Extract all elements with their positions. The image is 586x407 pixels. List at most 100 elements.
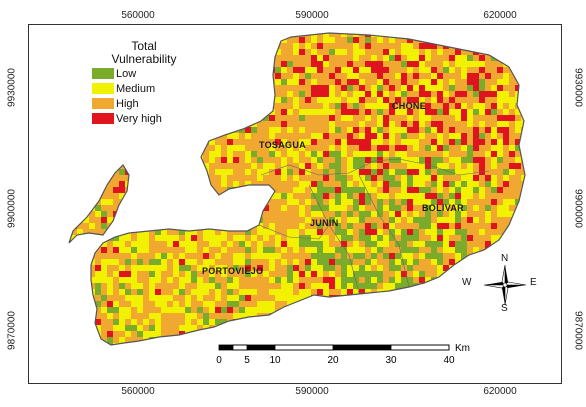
raster-cell — [509, 49, 515, 55]
raster-cell — [449, 247, 455, 253]
raster-cell — [101, 343, 107, 345]
raster-cell — [107, 205, 113, 211]
raster-cell — [185, 169, 191, 175]
raster-cell — [107, 271, 113, 277]
raster-cell — [485, 163, 491, 169]
raster-cell — [371, 25, 377, 31]
scale-tick-20: 20 — [327, 355, 339, 366]
raster-cell — [407, 145, 413, 151]
raster-cell — [221, 43, 227, 49]
raster-cell — [179, 133, 185, 139]
raster-cell — [69, 37, 71, 43]
raster-cell — [437, 37, 443, 43]
raster-cell — [431, 43, 437, 49]
raster-cell — [515, 193, 521, 199]
raster-cell — [383, 217, 389, 223]
raster-cell — [71, 211, 77, 217]
raster-cell — [239, 187, 245, 193]
raster-cell — [137, 307, 143, 313]
raster-cell — [335, 43, 341, 49]
raster-cell — [305, 247, 311, 253]
raster-cell — [107, 337, 113, 343]
raster-cell — [509, 91, 515, 97]
raster-cell — [203, 295, 209, 301]
raster-cell — [323, 217, 329, 223]
raster-cell — [69, 325, 71, 331]
raster-cell — [473, 169, 479, 175]
raster-cell — [131, 301, 137, 307]
raster-cell — [161, 235, 167, 241]
raster-cell — [509, 343, 515, 345]
raster-cell — [407, 253, 413, 259]
raster-cell — [233, 115, 239, 121]
raster-cell — [497, 127, 503, 133]
raster-cell — [245, 223, 251, 229]
raster-cell — [521, 199, 525, 205]
raster-cell — [401, 109, 407, 115]
raster-cell — [227, 37, 233, 43]
raster-cell — [77, 181, 83, 187]
raster-cell — [101, 289, 107, 295]
raster-cell — [185, 277, 191, 283]
raster-cell — [203, 265, 209, 271]
raster-cell — [233, 295, 239, 301]
raster-cell — [149, 139, 155, 145]
raster-cell — [365, 145, 371, 151]
raster-cell — [443, 163, 449, 169]
raster-cell — [521, 103, 525, 109]
raster-cell — [275, 205, 281, 211]
raster-cell — [83, 49, 89, 55]
raster-cell — [233, 37, 239, 43]
raster-cell — [323, 133, 329, 139]
raster-cell — [371, 103, 377, 109]
raster-cell — [473, 181, 479, 187]
raster-cell — [503, 163, 509, 169]
raster-cell — [497, 91, 503, 97]
raster-cell — [413, 307, 419, 313]
raster-cell — [377, 229, 383, 235]
raster-cell — [305, 49, 311, 55]
raster-cell — [221, 307, 227, 313]
raster-cell — [119, 319, 125, 325]
raster-cell — [95, 127, 101, 133]
raster-cell — [137, 235, 143, 241]
raster-cell — [443, 157, 449, 163]
raster-cell — [143, 277, 149, 283]
raster-cell — [155, 349, 161, 355]
raster-cell — [329, 151, 335, 157]
raster-cell — [137, 175, 143, 181]
raster-cell — [329, 301, 335, 307]
raster-cell — [191, 247, 197, 253]
raster-cell — [341, 169, 347, 175]
raster-cell — [131, 241, 137, 247]
raster-cell — [479, 163, 485, 169]
raster-cell — [407, 133, 413, 139]
raster-cell — [473, 247, 479, 253]
raster-cell — [197, 133, 203, 139]
raster-cell — [275, 283, 281, 289]
raster-cell — [95, 325, 101, 331]
raster-cell — [299, 325, 305, 331]
raster-cell — [329, 103, 335, 109]
raster-cell — [179, 139, 185, 145]
raster-cell — [377, 121, 383, 127]
raster-cell — [95, 283, 101, 289]
raster-cell — [71, 139, 77, 145]
raster-cell — [227, 271, 233, 277]
raster-cell — [461, 85, 467, 91]
raster-cell — [101, 349, 107, 355]
raster-cell — [281, 229, 287, 235]
raster-cell — [371, 61, 377, 67]
raster-cell — [503, 85, 509, 91]
raster-cell — [335, 157, 341, 163]
raster-cell — [449, 49, 455, 55]
raster-cell — [515, 49, 521, 55]
raster-cell — [161, 265, 167, 271]
raster-cell — [71, 181, 77, 187]
raster-cell — [203, 223, 209, 229]
raster-cell — [69, 103, 71, 109]
raster-cell — [419, 79, 425, 85]
raster-cell — [377, 175, 383, 181]
raster-cell — [275, 193, 281, 199]
raster-cell — [239, 79, 245, 85]
